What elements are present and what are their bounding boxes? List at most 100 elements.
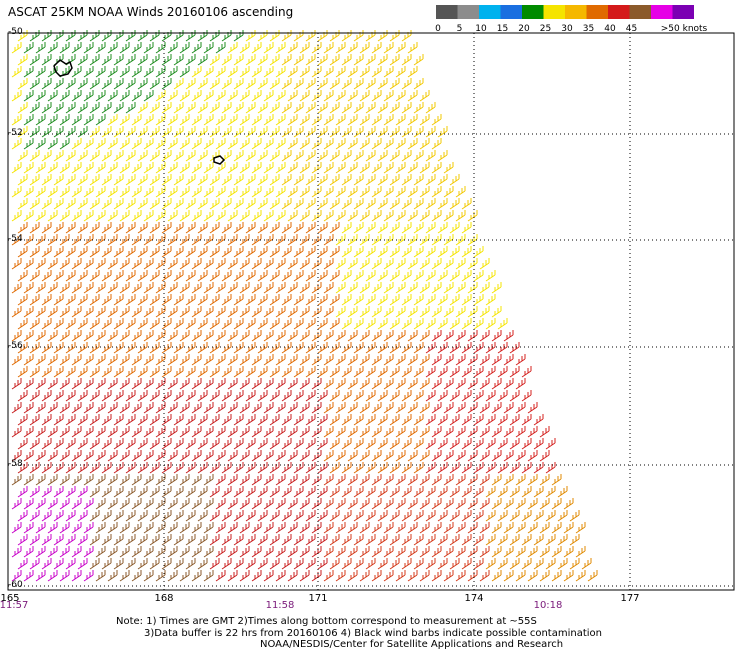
wind-barb (269, 390, 280, 402)
wind-barb (323, 90, 334, 102)
wind-barb (149, 486, 160, 498)
wind-barb (185, 414, 196, 426)
wind-barb (263, 66, 274, 78)
wind-barb (347, 402, 358, 414)
wind-barb (407, 450, 418, 462)
wind-barb (461, 294, 472, 306)
wind-barb (77, 222, 88, 234)
wind-barb (179, 90, 190, 102)
wind-barb (29, 54, 40, 66)
wind-barb (419, 570, 430, 582)
wind-barb (503, 330, 514, 342)
wind-barb (17, 510, 28, 522)
note-line-1: Note: 1) Times are GMT 2)Times along bot… (116, 616, 537, 627)
wind-barb (107, 570, 118, 582)
wind-barb (293, 486, 304, 498)
wind-barb (287, 426, 298, 438)
wind-barb (137, 510, 148, 522)
wind-barb (143, 450, 154, 462)
wind-barb (113, 126, 124, 138)
wind-barb (95, 306, 106, 318)
wind-barb (209, 510, 220, 522)
wind-barb (239, 498, 250, 510)
wind-barb (251, 522, 262, 534)
wind-barb (413, 246, 424, 258)
wind-barb (41, 510, 52, 522)
wind-barb (167, 402, 178, 414)
wind-barb (179, 522, 190, 534)
wind-barb (23, 42, 34, 54)
wind-barb (329, 534, 340, 546)
wind-barb (95, 186, 106, 198)
wind-barb (425, 342, 436, 354)
wind-barb (281, 174, 292, 186)
wind-barb (431, 450, 442, 462)
wind-barb (497, 390, 508, 402)
wind-barb (245, 510, 256, 522)
wind-barb (185, 462, 196, 474)
wind-barb (269, 342, 280, 354)
wind-barb (407, 42, 418, 54)
wind-barb (137, 534, 148, 546)
legend-tick-label: 35 (582, 24, 595, 34)
wind-barb (479, 402, 490, 414)
wind-barb (455, 498, 466, 510)
wind-barb (359, 402, 370, 414)
wind-barb (131, 330, 142, 342)
wind-barb (191, 138, 202, 150)
wind-barb (233, 366, 244, 378)
wind-barb (287, 378, 298, 390)
wind-barb (425, 270, 436, 282)
wind-barb (95, 42, 106, 54)
wind-barb (311, 114, 322, 126)
wind-barb (485, 534, 496, 546)
wind-barb (491, 426, 502, 438)
wind-barb (311, 186, 322, 198)
wind-barb (137, 390, 148, 402)
wind-barb (305, 486, 316, 498)
wind-barb (221, 342, 232, 354)
wind-barb (23, 66, 34, 78)
wind-barb (311, 330, 322, 342)
wind-barb (377, 390, 388, 402)
wind-barb (119, 258, 130, 270)
wind-barb (545, 462, 556, 474)
wind-barb (59, 330, 70, 342)
wind-barb (431, 522, 442, 534)
wind-barb (575, 522, 586, 534)
wind-barb (491, 570, 502, 582)
wind-barb (389, 126, 400, 138)
wind-barb (197, 342, 208, 354)
wind-barb (71, 546, 82, 558)
wind-barb (155, 138, 166, 150)
wind-barb (455, 402, 466, 414)
wind-barb (569, 534, 580, 546)
wind-barb (239, 258, 250, 270)
wind-barb (239, 522, 250, 534)
wind-barb (167, 450, 178, 462)
wind-barb (401, 438, 412, 450)
wind-barb (203, 426, 214, 438)
wind-barb (119, 546, 130, 558)
wind-barb (455, 546, 466, 558)
wind-barb (335, 354, 346, 366)
wind-barb (137, 198, 148, 210)
wind-barb (407, 546, 418, 558)
wind-barb (515, 570, 526, 582)
wind-barb (245, 174, 256, 186)
wind-barb (53, 222, 64, 234)
wind-barb (443, 354, 454, 366)
wind-barb (311, 450, 322, 462)
wind-barb (185, 510, 196, 522)
legend-tick-label: 0 (435, 24, 441, 34)
wind-barb (437, 462, 448, 474)
wind-barb (461, 462, 472, 474)
wind-barb (119, 42, 130, 54)
wind-barb (251, 426, 262, 438)
wind-barb (131, 450, 142, 462)
wind-barb (167, 378, 178, 390)
wind-barb (389, 438, 400, 450)
wind-barb (257, 198, 268, 210)
wind-barb (251, 210, 262, 222)
wind-barb (467, 258, 478, 270)
